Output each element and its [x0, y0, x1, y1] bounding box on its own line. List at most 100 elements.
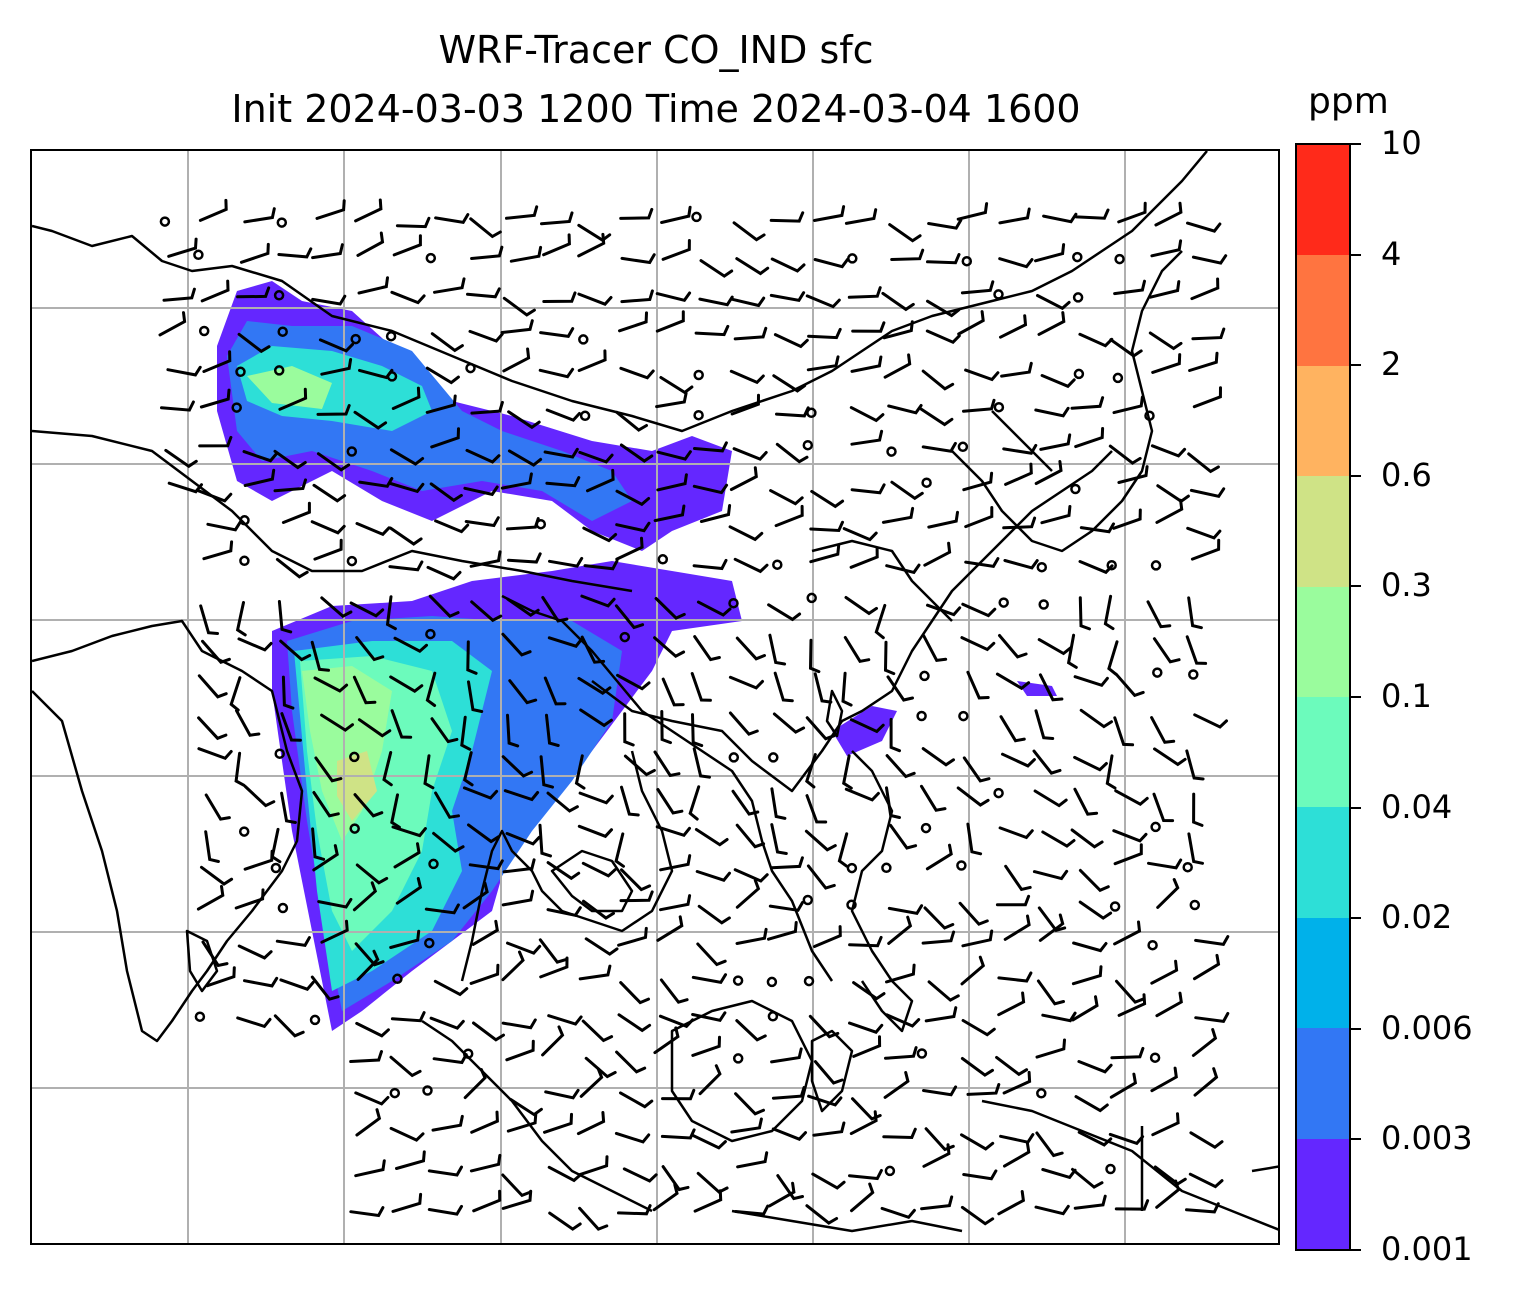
calm-wind-marker [846, 899, 857, 911]
wind-barb [469, 217, 502, 239]
wind-barb [807, 1094, 843, 1107]
wind-barb [1032, 749, 1062, 775]
wind-barb [809, 520, 844, 533]
wind-barb [659, 978, 689, 1004]
wind-barb [699, 504, 732, 523]
colorbar-tick-label: 4 [1381, 234, 1402, 273]
wind-barb [619, 890, 654, 903]
wind-barb [848, 1021, 884, 1034]
wind-barb [768, 633, 787, 666]
colorbar-tick-label: 10 [1381, 124, 1422, 162]
wind-barb [921, 441, 957, 453]
wind-barb [548, 1211, 582, 1231]
calm-wind-marker [349, 823, 360, 834]
wind-barb [885, 1013, 921, 1028]
calm-wind-marker [767, 1011, 779, 1022]
wind-barb [837, 832, 849, 868]
calm-wind-marker [277, 902, 289, 914]
wind-barb [354, 198, 383, 223]
wind-barb [432, 1053, 468, 1065]
calm-wind-marker [346, 555, 358, 567]
calm-wind-marker [194, 1011, 206, 1022]
wind-barb [964, 557, 1000, 569]
wind-barb [620, 785, 640, 817]
wind-barb [882, 1127, 917, 1140]
wind-barb [1112, 508, 1142, 530]
colorbar-tick [1351, 917, 1361, 920]
wind-barb [619, 207, 654, 220]
wind-barb [1041, 830, 1076, 848]
wind-barb [1073, 787, 1099, 816]
wind-barb [197, 674, 228, 699]
wind-barb [501, 632, 532, 657]
wind-barb [1156, 484, 1190, 504]
wind-barb [999, 715, 1026, 743]
wind-barb [998, 826, 1034, 840]
wind-barb [197, 489, 233, 503]
wind-barb [885, 754, 916, 779]
wind-barb [581, 861, 617, 878]
calm-wind-marker [881, 862, 892, 874]
wind-barb [656, 788, 684, 815]
wind-barb [1071, 1167, 1104, 1189]
wind-barb [427, 1204, 463, 1216]
wind-barb [926, 299, 961, 318]
wind-barb [653, 504, 686, 523]
colorbar-tick-label: 0.02 [1381, 898, 1453, 937]
wind-barb [424, 903, 460, 915]
colorbar-tick [1351, 806, 1361, 809]
wind-barb [927, 510, 959, 529]
wind-barb [696, 1171, 729, 1194]
wind-barb [243, 468, 276, 487]
wind-barb [578, 450, 614, 464]
wind-barb [850, 1182, 875, 1213]
wind-barb [961, 929, 994, 948]
wind-barb [693, 635, 721, 662]
calm-wind-marker [424, 937, 435, 949]
wind-barb [622, 1167, 658, 1183]
wind-barb [280, 712, 302, 742]
colorbar-segment [1297, 475, 1349, 587]
wind-barb [842, 527, 878, 542]
wind-barb [275, 557, 309, 579]
wind-barb [620, 868, 652, 892]
wind-barb [430, 717, 459, 744]
calm-wind-marker [274, 748, 285, 759]
colorbar-segment [1297, 917, 1349, 1029]
wind-barb [849, 546, 879, 569]
wind-barb [615, 410, 648, 432]
wind-barb [1114, 1199, 1150, 1211]
calm-wind-marker [732, 1053, 744, 1064]
wind-barb [546, 861, 581, 881]
wind-barb [1193, 953, 1221, 981]
wind-barb [385, 595, 397, 631]
wind-barb [728, 675, 764, 690]
wind-barb [921, 369, 955, 391]
wind-barb [1071, 965, 1103, 986]
calm-wind-marker [1149, 1052, 1161, 1063]
wind-barb [620, 289, 654, 304]
calm-wind-marker [766, 976, 778, 988]
wind-barb [1077, 1130, 1113, 1147]
wind-barb [470, 245, 504, 260]
wind-barb [619, 443, 654, 463]
wind-barb [733, 326, 768, 341]
wind-barb [577, 676, 612, 696]
wind-barb [618, 311, 648, 333]
calm-wind-marker [1072, 292, 1084, 303]
wind-barb [923, 906, 955, 930]
wind-barb [353, 410, 388, 430]
wind-barb [773, 671, 794, 703]
wind-barb [160, 400, 195, 412]
wind-barb [812, 1121, 846, 1137]
wind-barb [735, 636, 766, 661]
wind-barb [197, 747, 233, 761]
wind-barb [1117, 993, 1147, 1017]
wind-barb [1155, 991, 1183, 1018]
wind-barb [961, 602, 997, 618]
calm-wind-marker [803, 975, 815, 987]
wind-barb [389, 675, 424, 694]
wind-barb [660, 710, 672, 745]
wind-barb [1071, 995, 1099, 1022]
wind-barb [1187, 596, 1203, 630]
